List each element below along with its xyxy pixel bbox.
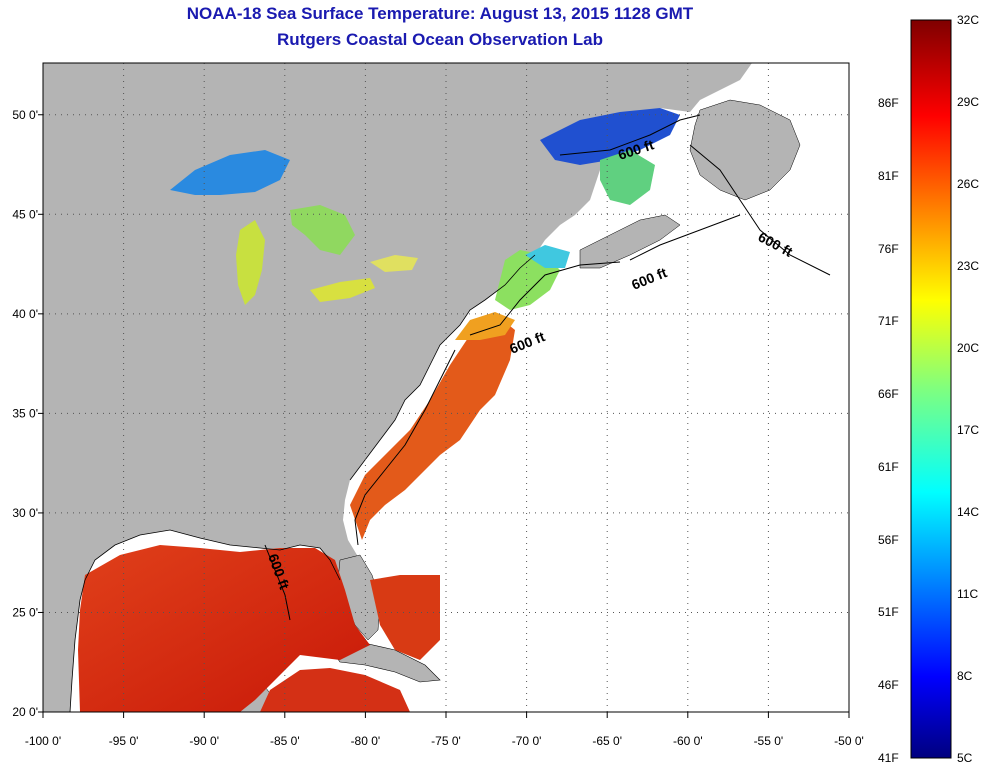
latitude-tick-label: 20 0' [12, 705, 38, 719]
colorbar-fahrenheit-label: 41F [878, 751, 899, 765]
colorbar-celsius-label: 14C [957, 505, 980, 519]
longitude-tick-label: -85 0' [270, 734, 300, 748]
lake-superior [170, 150, 290, 195]
colorbar-celsius-label: 32C [957, 13, 980, 27]
longitude-tick-label: -100 0' [25, 734, 61, 748]
sst-caribbean [260, 668, 410, 712]
sst-st-lawrence-inner [600, 150, 655, 205]
land-newfoundland [689, 99, 801, 201]
longitude-tick-label: -70 0' [512, 734, 542, 748]
longitude-tick-label: -95 0' [109, 734, 139, 748]
colorbar-fahrenheit-label: 51F [878, 605, 899, 620]
colorbar-fahrenheit-label: 71F [878, 314, 899, 329]
lake-ontario [370, 255, 418, 272]
lake-huron [290, 205, 355, 255]
longitude-tick-label: -65 0' [592, 734, 622, 748]
colorbar-fahrenheit-label: 76F [878, 241, 899, 256]
colorbar-fahrenheit-label: 81F [878, 168, 899, 183]
lake-michigan [236, 220, 265, 305]
longitude-tick-label: -60 0' [673, 734, 703, 748]
longitude-tick-label: -90 0' [189, 734, 219, 748]
colorbar-fahrenheit-label: 56F [878, 532, 899, 547]
land-north-america [43, 63, 752, 712]
land-cuba [329, 641, 441, 683]
sst-gulf-stream [350, 318, 515, 540]
latitude-tick-label: 25 0' [12, 605, 38, 619]
graticule [43, 63, 849, 712]
title-line2: Rutgers Coastal Ocean Observation Lab [277, 30, 603, 49]
longitude-tick-label: -55 0' [754, 734, 784, 748]
colorbar-fahrenheit-label: 61F [878, 459, 899, 474]
sst-mid-atlantic [455, 312, 515, 340]
depth-contours [264, 114, 831, 621]
lake-erie [310, 278, 375, 302]
latitude-axis: 50 0' 45 0' 40 0' 35 0' 30 0' 25 0' 20 0' [12, 108, 43, 719]
colorbar-celsius-label: 8C [957, 669, 973, 683]
latitude-tick-label: 50 0' [12, 108, 38, 122]
coastlines [43, 254, 536, 712]
colorbar-fahrenheit-label: 46F [878, 678, 899, 693]
colorbar-celsius-label: 20C [957, 341, 980, 355]
colorbar [910, 19, 952, 759]
longitude-tick-label: -80 0' [351, 734, 381, 748]
colorbar-celsius-label: 29C [957, 95, 980, 109]
longitude-tick-label: -50 0' [834, 734, 864, 748]
title-line1: NOAA-18 Sea Surface Temperature: August … [186, 4, 694, 23]
sst-gulf-st-lawrence [540, 108, 680, 165]
colorbar-celsius-label: 17C [957, 423, 980, 437]
longitude-axis: -100 0' -95 0' -90 0' -85 0' -80 0' -75 0' -70… [25, 712, 864, 748]
sst-florida-strait [370, 575, 440, 660]
sst-bay-of-fundy [525, 245, 570, 268]
colorbar-fahrenheit-label: 86F [878, 96, 899, 110]
latitude-tick-label: 40 0' [12, 307, 38, 321]
latitude-tick-label: 45 0' [12, 207, 38, 221]
land-nova-scotia [579, 214, 681, 269]
sst-gulf-of-mexico [78, 545, 370, 712]
colorbar-celsius-label: 5C [957, 751, 973, 765]
longitude-tick-label: -75 0' [431, 734, 461, 748]
colorbar-celsius-label: 26C [957, 177, 980, 191]
colorbar-fahrenheit-label: 66F [878, 387, 899, 402]
latitude-tick-label: 35 0' [12, 406, 38, 420]
latitude-tick-label: 30 0' [12, 506, 38, 520]
colorbar-celsius-label: 23C [957, 259, 980, 273]
colorbar-celsius-label: 11C [957, 587, 979, 601]
